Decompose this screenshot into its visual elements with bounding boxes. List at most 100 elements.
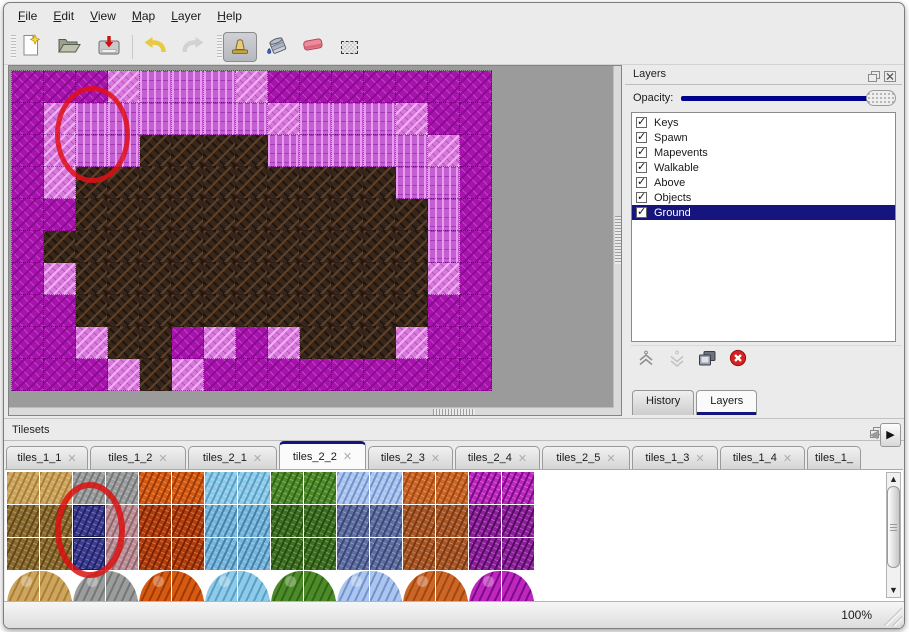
tileset-tile-darkvine[interactable]	[502, 505, 534, 537]
tileset-tile-frost[interactable]	[337, 472, 369, 504]
map-tile-light-purple-pillar[interactable]	[108, 135, 140, 167]
tab-close-icon[interactable]: ✕	[782, 452, 793, 465]
dock-tab-layers[interactable]: Layers	[696, 390, 758, 415]
map-tile-dark-brown-rock[interactable]	[76, 167, 108, 199]
map-tile-dark-brown-rock[interactable]	[204, 263, 236, 295]
map-tile-dark-brown-rock[interactable]	[204, 231, 236, 263]
map-tile-dark-brown-rock[interactable]	[300, 263, 332, 295]
map-tile-dark-brown-rock[interactable]	[268, 167, 300, 199]
tileset-mound-tile-stone[interactable]	[73, 571, 138, 601]
map-tile-pale-pink-rock[interactable]	[236, 71, 268, 103]
map-tile-pale-pink-rock[interactable]	[108, 71, 140, 103]
map-tile-pale-pink-rock[interactable]	[268, 103, 300, 135]
map-tile-dark-brown-rock[interactable]	[236, 295, 268, 327]
tileset-mound-tile-lava[interactable]	[139, 571, 204, 601]
map-tile-dark-brown-rock[interactable]	[236, 263, 268, 295]
tileset-tile-vine[interactable]	[502, 472, 534, 504]
map-tile-dark-brown-rock[interactable]	[204, 167, 236, 199]
dock-tab-history[interactable]: History	[632, 390, 695, 415]
toolbar-grip[interactable]	[217, 35, 222, 59]
tileset-tile-stone[interactable]	[106, 472, 138, 504]
map-tile-light-purple-pillar[interactable]	[140, 103, 172, 135]
map-tile-light-purple-pillar[interactable]	[172, 103, 204, 135]
tileset-tile-lava[interactable]	[139, 472, 171, 504]
tileset-tile-vine[interactable]	[469, 472, 501, 504]
undo-button[interactable]	[137, 32, 171, 62]
map-tile-dark-magenta-rock[interactable]	[396, 71, 428, 103]
scroll-down-icon[interactable]: ▼	[889, 585, 898, 595]
map-tile-dark-magenta-rock[interactable]	[44, 295, 76, 327]
map-tile-dark-magenta-rock[interactable]	[12, 103, 44, 135]
tileset-tile-moss[interactable]	[271, 472, 303, 504]
map-tile-dark-brown-rock[interactable]	[140, 199, 172, 231]
map-tile-dark-magenta-rock[interactable]	[364, 359, 396, 391]
tileset-tile-clay[interactable]	[403, 472, 435, 504]
tab-close-icon[interactable]: ✕	[517, 452, 528, 465]
layer-row-spawn[interactable]: ✓ Spawn	[632, 130, 895, 145]
map-tile-dark-magenta-rock[interactable]	[172, 327, 204, 359]
map-tile-pale-pink-rock[interactable]	[428, 135, 460, 167]
map-tile-dark-magenta-rock[interactable]	[44, 359, 76, 391]
map-tile-dark-brown-rock[interactable]	[268, 295, 300, 327]
map-tile-pale-pink-rock[interactable]	[172, 359, 204, 391]
map-tile-dark-magenta-rock[interactable]	[428, 359, 460, 391]
map-tile-light-purple-pillar[interactable]	[236, 103, 268, 135]
layer-row-ground[interactable]: ✓ Ground	[632, 205, 895, 220]
tileset-tile-sand[interactable]	[40, 472, 72, 504]
select-tool-button[interactable]	[332, 32, 366, 62]
tileset-tab-tiles_1_4[interactable]: tiles_1_4 ✕	[720, 446, 805, 469]
map-tile-dark-brown-rock[interactable]	[140, 135, 172, 167]
map-tile-dark-brown-rock[interactable]	[204, 135, 236, 167]
opacity-slider-handle[interactable]	[866, 89, 896, 106]
map-tile-dark-brown-rock[interactable]	[364, 327, 396, 359]
tab-close-icon[interactable]: ✕	[158, 452, 168, 465]
map-tile-dark-magenta-rock[interactable]	[12, 231, 44, 263]
map-tile-dark-brown-rock[interactable]	[172, 231, 204, 263]
map-tile-dark-magenta-rock[interactable]	[268, 359, 300, 391]
tileset-tile-rust[interactable]	[436, 505, 468, 537]
map-tile-light-purple-pillar[interactable]	[332, 103, 364, 135]
map-tile-dark-magenta-rock[interactable]	[364, 71, 396, 103]
map-tile-dark-brown-rock[interactable]	[332, 231, 364, 263]
map-tile-dark-magenta-rock[interactable]	[460, 359, 492, 391]
tileset-tile-ember[interactable]	[172, 505, 204, 537]
tileset-tile-fur[interactable]	[7, 505, 39, 537]
map-tile-dark-magenta-rock[interactable]	[460, 231, 492, 263]
tab-close-icon[interactable]: ✕	[252, 452, 263, 465]
tileset-mound-tile-frost[interactable]	[337, 571, 402, 601]
map-tile-dark-magenta-rock[interactable]	[268, 71, 300, 103]
map-tile-dark-brown-rock[interactable]	[76, 263, 108, 295]
map-tile-light-purple-pillar[interactable]	[76, 103, 108, 135]
tileset-tile-ember[interactable]	[139, 538, 171, 570]
tileset-tile-mauve[interactable]	[106, 538, 138, 570]
map-tile-dark-brown-rock[interactable]	[396, 199, 428, 231]
tileset-tile-mauve[interactable]	[106, 505, 138, 537]
map-tile-dark-magenta-rock[interactable]	[44, 71, 76, 103]
map-tile-dark-brown-rock[interactable]	[236, 231, 268, 263]
layer-visibility-checkbox[interactable]: ✓	[636, 116, 647, 128]
layer-row-objects[interactable]: ✓ Objects	[632, 190, 895, 205]
tileset-tile-fur[interactable]	[40, 538, 72, 570]
map-tile-dark-magenta-rock[interactable]	[12, 135, 44, 167]
tileset-tile-frost[interactable]	[370, 472, 402, 504]
tileset-tab-tiles_2_1[interactable]: tiles_2_1 ✕	[188, 446, 277, 469]
map-tile-dark-magenta-rock[interactable]	[300, 359, 332, 391]
tileset-mound-tile-sand[interactable]	[7, 571, 72, 601]
tileset-tab-tiles_2_3[interactable]: tiles_2_3 ✕	[368, 446, 453, 469]
lower-layer-button[interactable]	[668, 350, 686, 372]
map-tile-light-purple-pillar[interactable]	[428, 231, 460, 263]
map-tile-light-purple-pillar[interactable]	[204, 103, 236, 135]
map-tile-dark-magenta-rock[interactable]	[332, 359, 364, 391]
map-tile-dark-magenta-rock[interactable]	[460, 263, 492, 295]
map-tile-dark-brown-rock[interactable]	[76, 199, 108, 231]
tileset-tile-darkvine[interactable]	[502, 538, 534, 570]
redo-button[interactable]	[177, 32, 211, 62]
map-tile-pale-pink-rock[interactable]	[396, 103, 428, 135]
map-tile-dark-brown-rock[interactable]	[236, 167, 268, 199]
map-tile-dark-magenta-rock[interactable]	[44, 327, 76, 359]
map-tile-light-purple-pillar[interactable]	[108, 103, 140, 135]
map-tile-dark-magenta-rock[interactable]	[76, 359, 108, 391]
tileset-tile-rust[interactable]	[436, 538, 468, 570]
map-tile-dark-brown-rock[interactable]	[108, 199, 140, 231]
map-tile-dark-magenta-rock[interactable]	[12, 167, 44, 199]
